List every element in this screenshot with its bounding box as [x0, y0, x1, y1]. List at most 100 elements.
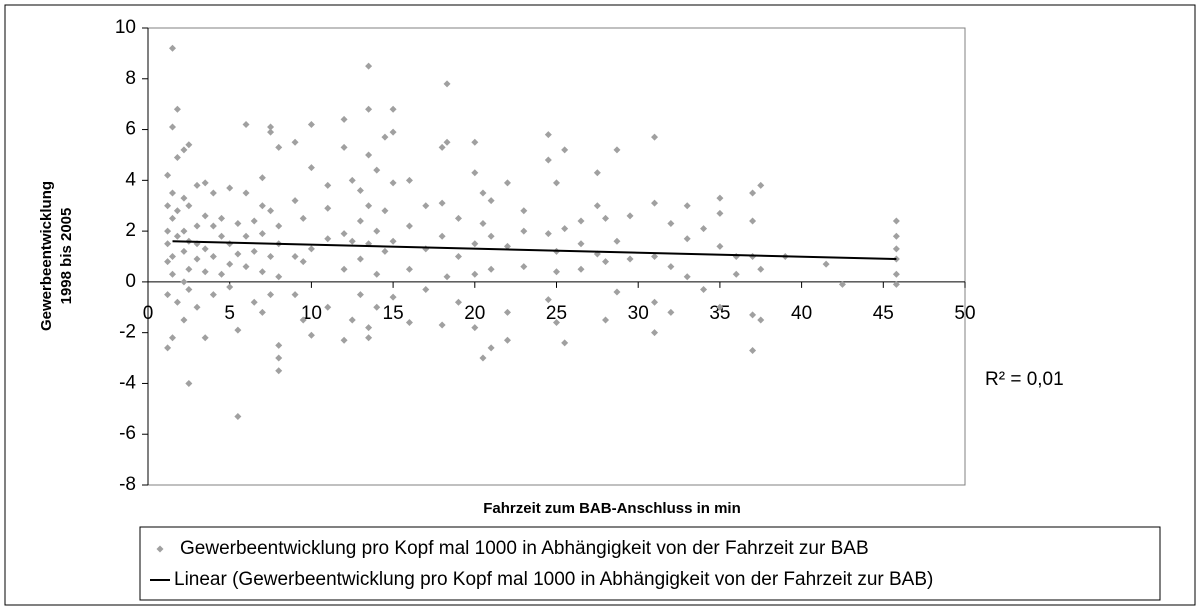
point: [700, 225, 708, 233]
point: [365, 105, 373, 113]
point: [193, 255, 201, 263]
point: [173, 298, 181, 306]
point: [275, 222, 283, 230]
y-axis-title: Gewerbeentwicklung 1998 bis 2005: [38, 181, 75, 331]
point: [275, 273, 283, 281]
point: [553, 268, 560, 276]
point: [892, 270, 900, 278]
point: [749, 346, 757, 354]
point: [651, 199, 659, 207]
point: [544, 131, 552, 139]
x-tick-label: 50: [954, 303, 975, 324]
y-tick-label: 2: [125, 220, 136, 241]
point: [242, 232, 250, 240]
point: [324, 181, 332, 189]
point: [173, 207, 181, 215]
annotation: R² = 0,01: [985, 369, 1064, 390]
point: [544, 296, 552, 304]
point: [443, 80, 451, 88]
point: [242, 263, 250, 271]
point: [438, 199, 446, 207]
point: [716, 209, 724, 217]
point: [291, 253, 299, 260]
point: [340, 265, 348, 273]
point: [373, 303, 381, 311]
point: [180, 278, 188, 286]
point: [164, 171, 172, 179]
point: [356, 217, 364, 225]
point: [716, 242, 724, 250]
point: [503, 308, 511, 316]
point: [164, 202, 172, 210]
point: [838, 280, 846, 288]
point: [561, 225, 569, 233]
point: [602, 258, 610, 266]
x-tick-label: 25: [546, 303, 567, 324]
point: [749, 189, 757, 197]
y-tick-label: 10: [115, 17, 136, 38]
point: [749, 311, 757, 319]
point: [185, 141, 193, 149]
point: [405, 265, 413, 273]
point: [173, 232, 181, 240]
point: [169, 334, 177, 342]
point: [356, 291, 364, 299]
point: [544, 230, 552, 238]
point: [613, 146, 621, 154]
point: [454, 214, 462, 222]
point: [471, 138, 479, 146]
legend-box: [139, 526, 1161, 601]
point: [454, 298, 462, 306]
point: [602, 214, 610, 222]
point: [201, 212, 209, 220]
point: [218, 232, 226, 240]
point: [164, 227, 172, 235]
point: [422, 202, 430, 210]
point: [258, 308, 266, 316]
point: [613, 288, 621, 296]
point: [185, 286, 193, 294]
y-axis-title-line: Gewerbeentwicklung: [38, 181, 55, 331]
point: [209, 291, 217, 299]
legend-swatch: [156, 545, 164, 553]
point: [185, 379, 193, 387]
point: [716, 303, 724, 311]
y-tick-label: -4: [119, 372, 136, 393]
point: [487, 197, 495, 205]
point: [267, 207, 275, 215]
point: [234, 326, 242, 334]
x-tick-label: 45: [873, 303, 894, 324]
point: [324, 303, 332, 311]
point: [520, 207, 528, 215]
point: [405, 319, 413, 327]
point: [340, 336, 348, 344]
point: [593, 202, 601, 210]
point: [201, 334, 209, 342]
point: [365, 202, 373, 210]
point: [503, 242, 511, 250]
point: [503, 336, 511, 344]
point: [471, 270, 479, 278]
point: [651, 298, 659, 306]
point: [454, 253, 462, 260]
point: [577, 217, 585, 225]
point: [169, 253, 177, 260]
point: [169, 270, 177, 278]
point: [180, 247, 188, 255]
point: [340, 115, 348, 123]
point: [892, 280, 900, 288]
point: [185, 202, 193, 210]
point: [275, 143, 283, 151]
point: [193, 303, 201, 311]
point: [250, 298, 258, 306]
point: [503, 179, 511, 187]
point: [193, 222, 201, 230]
y-axis-title-line: 1998 bis 2005: [58, 208, 75, 305]
point: [443, 138, 451, 146]
point: [180, 227, 188, 235]
point: [438, 321, 446, 329]
y-tick-label: 6: [125, 119, 136, 140]
point: [593, 169, 601, 177]
point: [340, 143, 348, 151]
